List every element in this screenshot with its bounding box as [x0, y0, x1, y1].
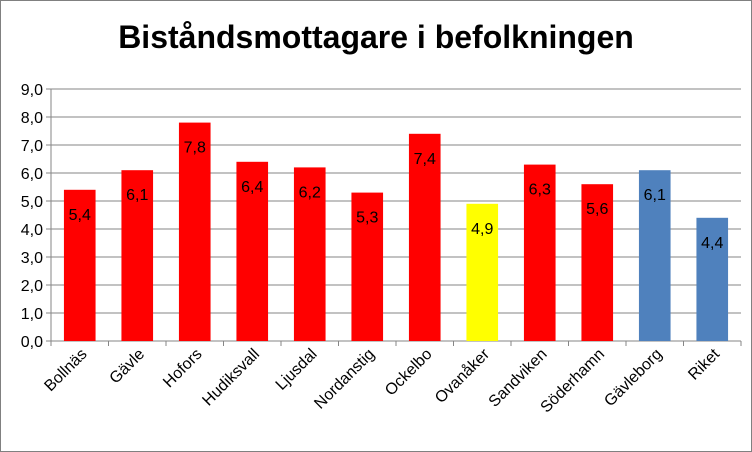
category-label: Nordanstig — [311, 346, 378, 413]
bar-4 — [293, 167, 326, 341]
data-label: 6,1 — [644, 187, 666, 204]
bar-2 — [178, 122, 211, 341]
data-label: 4,4 — [701, 235, 723, 252]
y-tick-label: 1,0 — [21, 306, 43, 323]
y-tick-label: 7,0 — [21, 138, 43, 155]
category-label: Riket — [685, 345, 723, 383]
y-tick-label: 3,0 — [21, 250, 43, 267]
y-tick-label: 4,0 — [21, 222, 43, 239]
bar-3 — [236, 161, 269, 341]
bar-9 — [581, 184, 614, 341]
category-label: Ockelbo — [382, 346, 436, 400]
data-label: 5,6 — [586, 201, 608, 218]
y-tick-label: 5,0 — [21, 194, 43, 211]
bar-8 — [523, 164, 556, 341]
chart-title: Biståndsmottagare i befolkningen — [118, 19, 634, 55]
data-label: 5,3 — [356, 210, 378, 227]
data-label: 6,2 — [299, 184, 321, 201]
bar-0 — [63, 189, 96, 341]
data-label: 6,4 — [241, 179, 263, 196]
y-tick-label: 2,0 — [21, 278, 43, 295]
y-tick-label: 8,0 — [21, 110, 43, 127]
data-label: 7,8 — [184, 140, 206, 157]
bar-5 — [351, 192, 384, 341]
category-label: Hofors — [160, 346, 205, 391]
bar-11 — [696, 217, 729, 341]
bar-10 — [638, 170, 671, 341]
y-tick-label: 9,0 — [21, 82, 43, 99]
data-label: 6,1 — [126, 187, 148, 204]
category-label: Hudiksvall — [199, 346, 263, 410]
y-tick-label: 6,0 — [21, 166, 43, 183]
category-label: Ovanåker — [431, 345, 493, 407]
data-label: 5,4 — [69, 207, 91, 224]
bar-7 — [466, 203, 499, 341]
bar-6 — [408, 133, 441, 341]
data-label: 7,4 — [414, 151, 436, 168]
y-tick-label: 0,0 — [21, 334, 43, 351]
data-label: 4,9 — [471, 221, 493, 238]
category-label: Gävleborg — [601, 346, 665, 410]
data-label: 6,3 — [529, 182, 551, 199]
category-label: Gävle — [107, 346, 149, 388]
bar-1 — [121, 170, 154, 341]
category-label: Bollnäs — [41, 346, 90, 395]
category-label: Ljusdal — [273, 346, 321, 394]
